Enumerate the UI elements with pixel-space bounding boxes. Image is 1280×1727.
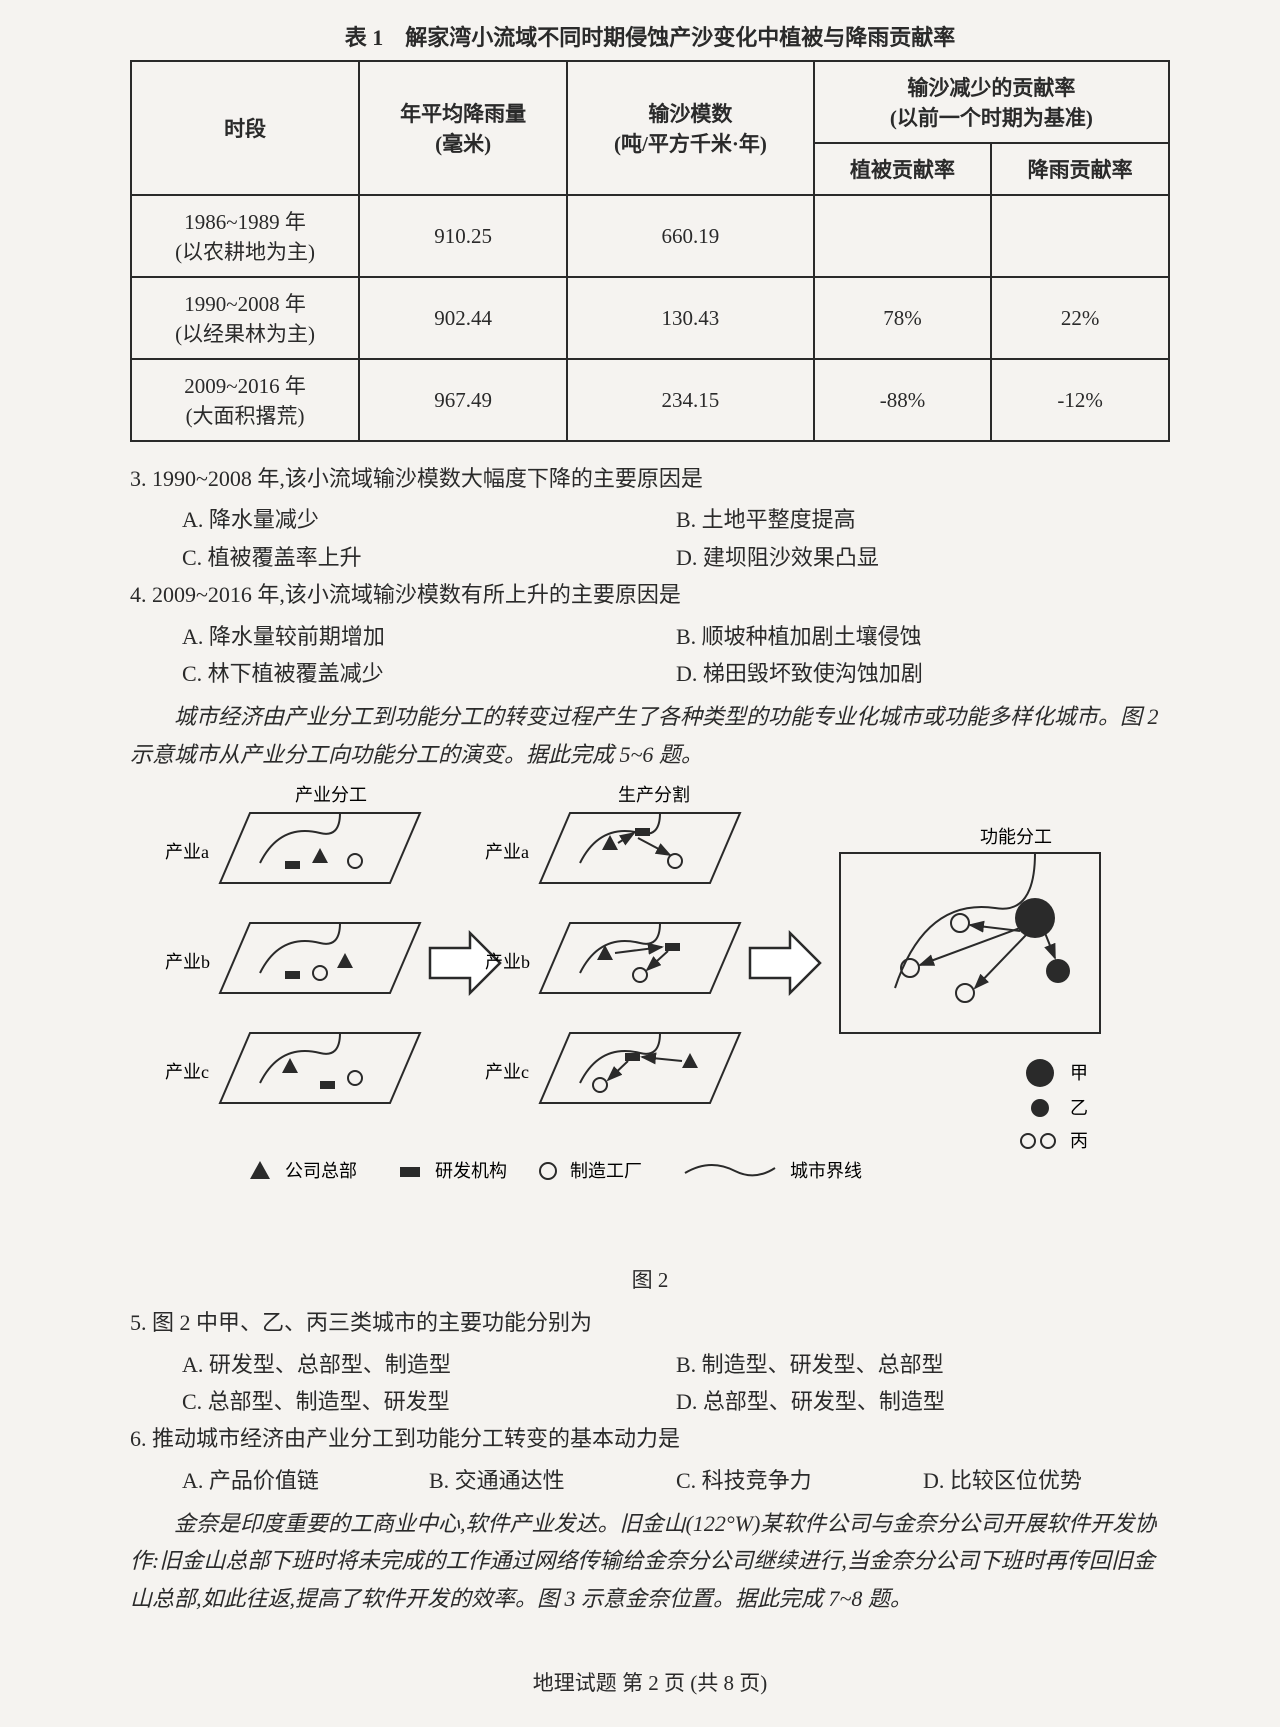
q3-option-d: D. 建坝阻沙效果凸显	[676, 539, 1170, 576]
q3-option-c: C. 植被覆盖率上升	[182, 539, 676, 576]
q6-option-a: A. 产品价值链	[182, 1462, 429, 1499]
q4-option-d: D. 梯田毁坏致使沟蚀加剧	[676, 655, 1170, 692]
svg-text:甲: 甲	[1070, 1063, 1088, 1083]
stage2-title: 生产分割	[618, 785, 690, 805]
svg-text:产业b: 产业b	[165, 952, 210, 972]
th-period: 时段	[131, 61, 359, 195]
question-6: 6. 推动城市经济由产业分工到功能分工转变的基本动力是	[130, 1420, 1170, 1457]
th-rainfall: 年平均降雨量 (毫米)	[359, 61, 567, 195]
stage3-title: 功能分工	[980, 827, 1052, 847]
passage-1: 城市经济由产业分工到功能分工的转变过程产生了各种类型的功能专业化城市或功能多样化…	[130, 698, 1170, 773]
svg-text:产业a: 产业a	[165, 842, 209, 862]
question-5: 5. 图 2 中甲、乙、丙三类城市的主要功能分别为	[130, 1304, 1170, 1341]
q6-option-c: C. 科技竞争力	[676, 1462, 923, 1499]
svg-text:公司总部: 公司总部	[285, 1161, 357, 1181]
table-row: 1990~2008 年(以经果林为主) 902.44 130.43 78% 22…	[131, 277, 1169, 359]
table-row: 1986~1989 年(以农耕地为主) 910.25 660.19	[131, 195, 1169, 277]
table-row: 2009~2016 年(大面积撂荒) 967.49 234.15 -88% -1…	[131, 359, 1169, 441]
page-footer: 地理试题 第 2 页 (共 8 页)	[130, 1667, 1170, 1697]
q3-option-a: A. 降水量减少	[182, 501, 676, 538]
svg-text:乙: 乙	[1070, 1098, 1088, 1118]
q5-option-d: D. 总部型、研发型、制造型	[676, 1383, 1170, 1420]
figure-2-label: 图 2	[130, 1264, 1170, 1294]
svg-text:产业b: 产业b	[485, 952, 530, 972]
table-title: 表 1 解家湾小流域不同时期侵蚀产沙变化中植被与降雨贡献率	[130, 20, 1170, 52]
svg-text:产业a: 产业a	[485, 842, 529, 862]
svg-text:城市界线: 城市界线	[790, 1161, 862, 1181]
stage1-title: 产业分工	[295, 785, 367, 805]
q4-option-a: A. 降水量较前期增加	[182, 618, 676, 655]
th-veg: 植被贡献率	[814, 143, 992, 195]
svg-text:产业c: 产业c	[165, 1062, 209, 1082]
th-contrib: 输沙减少的贡献率 (以前一个时期为基准)	[814, 61, 1169, 143]
svg-text:产业c: 产业c	[485, 1062, 529, 1082]
svg-text:丙: 丙	[1070, 1131, 1088, 1151]
q4-option-c: C. 林下植被覆盖减少	[182, 655, 676, 692]
svg-text:制造工厂: 制造工厂	[570, 1161, 642, 1181]
q6-option-b: B. 交通通达性	[429, 1462, 676, 1499]
q5-option-c: C. 总部型、制造型、研发型	[182, 1383, 676, 1420]
th-sediment: 输沙模数 (吨/平方千米·年)	[567, 61, 814, 195]
th-rain: 降雨贡献率	[991, 143, 1169, 195]
svg-text:研发机构: 研发机构	[435, 1161, 507, 1181]
q3-option-b: B. 土地平整度提高	[676, 501, 1170, 538]
question-3: 3. 1990~2008 年,该小流域输沙模数大幅度下降的主要原因是	[130, 460, 1170, 497]
diagram-figure-2: 产业分工 产业a 产业b 产业c 生产分割 产业a	[130, 783, 1170, 1258]
q4-option-b: B. 顺坡种植加剧土壤侵蚀	[676, 618, 1170, 655]
data-table: 时段 年平均降雨量 (毫米) 输沙模数 (吨/平方千米·年) 输沙减少的贡献率 …	[130, 60, 1170, 442]
q5-option-b: B. 制造型、研发型、总部型	[676, 1346, 1170, 1383]
question-4: 4. 2009~2016 年,该小流域输沙模数有所上升的主要原因是	[130, 576, 1170, 613]
q5-option-a: A. 研发型、总部型、制造型	[182, 1346, 676, 1383]
passage-2: 金奈是印度重要的工商业中心,软件产业发达。旧金山(122°W)某软件公司与金奈分…	[130, 1505, 1170, 1617]
q6-option-d: D. 比较区位优势	[923, 1462, 1170, 1499]
